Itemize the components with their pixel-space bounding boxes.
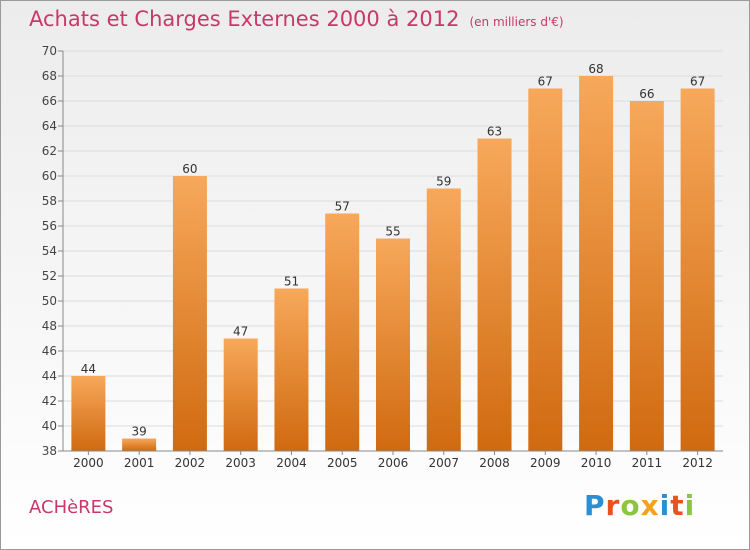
proxiti-logo: Proxiti xyxy=(584,489,695,522)
labels: 38 40 42 44 46 48 50 52 54 56 58 60 62 64 66 68 70 44 2000… xyxy=(42,44,713,470)
bar xyxy=(629,101,664,451)
y-tick-label: 60 xyxy=(42,169,57,183)
data-label: 68 xyxy=(588,62,603,76)
y-tick-label: 64 xyxy=(42,119,57,133)
data-label: 60 xyxy=(182,162,197,176)
data-label: 67 xyxy=(538,75,553,89)
bar xyxy=(477,138,512,451)
x-tick-label: 2008 xyxy=(479,456,510,470)
y-tick-label: 46 xyxy=(42,344,57,358)
x-tick-label: 2000 xyxy=(73,456,104,470)
data-label: 55 xyxy=(385,225,400,239)
y-tick-label: 66 xyxy=(42,94,57,108)
y-tick-label: 38 xyxy=(42,444,57,458)
data-label: 47 xyxy=(233,325,248,339)
bar xyxy=(680,88,715,451)
y-tick-label: 62 xyxy=(42,144,57,158)
data-label: 66 xyxy=(639,87,654,101)
data-label: 51 xyxy=(284,275,299,289)
logo-letter: o xyxy=(620,489,641,522)
y-tick-label: 52 xyxy=(42,269,57,283)
chart-subtitle: (en milliers d'€) xyxy=(469,15,564,29)
bar xyxy=(274,288,309,451)
x-tick-label: 2005 xyxy=(327,456,358,470)
bar xyxy=(376,238,410,451)
bar xyxy=(426,188,461,451)
data-label: 57 xyxy=(335,200,350,214)
x-tick-label: 2006 xyxy=(378,456,409,470)
data-label: 39 xyxy=(132,425,147,439)
x-tick-label: 2011 xyxy=(632,456,663,470)
data-label: 59 xyxy=(436,175,451,189)
x-tick-label: 2009 xyxy=(530,456,561,470)
data-label: 44 xyxy=(81,362,96,376)
logo-letter: r xyxy=(605,489,621,522)
bar xyxy=(223,338,258,451)
chart-title-text: Achats et Charges Externes 2000 à 2012 xyxy=(29,7,460,31)
y-tick-label: 50 xyxy=(42,294,57,308)
y-tick-label: 70 xyxy=(42,44,57,58)
logo-letter: i xyxy=(684,489,696,522)
y-tick-label: 68 xyxy=(42,69,57,83)
x-tick-label: 2012 xyxy=(682,456,713,470)
x-tick-label: 2001 xyxy=(124,456,155,470)
x-tick-label: 2003 xyxy=(225,456,256,470)
commune-name: ACHèRES xyxy=(29,497,114,518)
logo-letter: P xyxy=(584,489,606,522)
chart-title: Achats et Charges Externes 2000 à 2012 (e… xyxy=(29,7,564,31)
bars xyxy=(71,76,715,451)
x-tick-label: 2007 xyxy=(428,456,459,470)
x-tick-label: 2010 xyxy=(581,456,612,470)
y-tick-label: 40 xyxy=(42,419,57,433)
logo-letter: i xyxy=(659,489,671,522)
axes xyxy=(58,50,723,455)
y-tick-label: 54 xyxy=(42,244,57,258)
bar xyxy=(528,88,563,451)
bar xyxy=(579,76,614,451)
bar xyxy=(71,376,106,451)
y-tick-label: 44 xyxy=(42,369,57,383)
data-label: 63 xyxy=(487,125,502,139)
logo-letter: t xyxy=(670,489,685,522)
y-tick-label: 48 xyxy=(42,319,57,333)
data-label: 67 xyxy=(690,75,705,89)
logo-letter: x xyxy=(640,489,660,522)
x-tick-label: 2004 xyxy=(276,456,307,470)
y-tick-label: 42 xyxy=(42,394,57,408)
y-tick-label: 56 xyxy=(42,219,57,233)
x-tick-label: 2002 xyxy=(175,456,206,470)
bar xyxy=(122,438,157,451)
bar xyxy=(325,213,360,451)
bar xyxy=(172,176,207,451)
y-tick-label: 58 xyxy=(42,194,57,208)
